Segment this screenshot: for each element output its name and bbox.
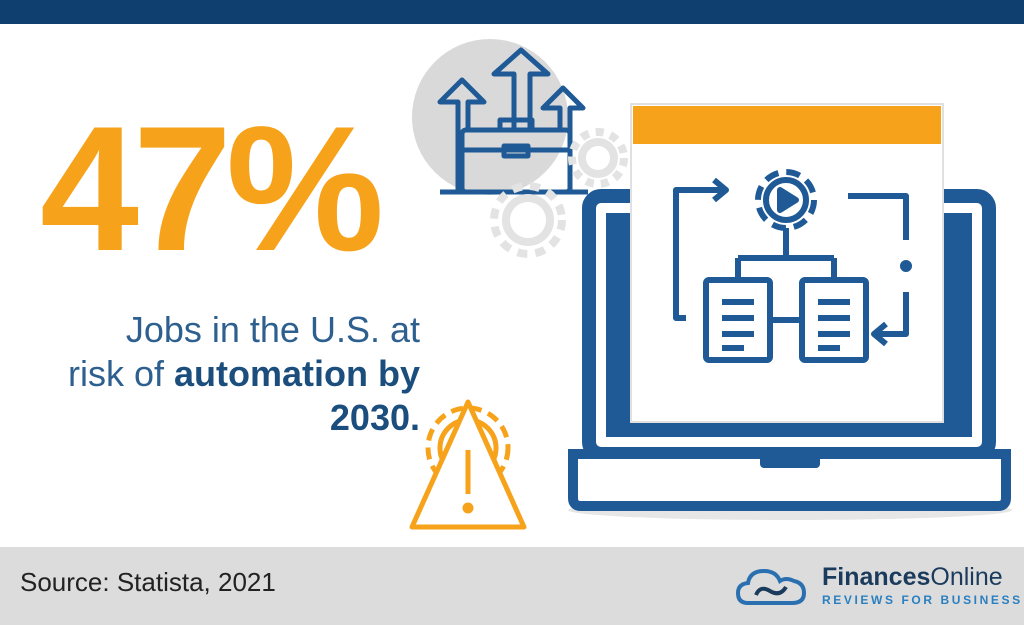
warning-gear-icon — [409, 399, 527, 530]
stat-description: Jobs in the U.S. at risk of automation b… — [20, 308, 420, 440]
source-text: Source: Statista, 2021 — [20, 567, 276, 597]
cloud-logo-icon — [736, 568, 807, 605]
desc-line3-bold: 2030. — [329, 397, 420, 438]
footer-bar: Source: Statista, 2021 FinancesOnline RE… — [0, 547, 1024, 625]
brand-name-light: Online — [930, 563, 1003, 591]
desc-line1: Jobs in the U.S. at — [125, 309, 420, 350]
top-bar — [0, 0, 1024, 24]
brand-name: FinancesOnline — [822, 563, 1003, 592]
illustration — [409, 39, 1012, 530]
briefcase-arrows-icon — [412, 39, 588, 195]
stat-percentage: 47% — [40, 89, 384, 288]
brand-tagline: REVIEWS FOR BUSINESS — [822, 593, 1023, 607]
brand-logo[interactable]: FinancesOnline REVIEWS FOR BUSINESS — [736, 563, 1020, 609]
brand-name-bold: Finances — [822, 563, 931, 591]
desc-line2-prefix: risk of — [67, 353, 174, 394]
desc-line2-bold: automation by — [173, 353, 420, 394]
workflow-gear-icon — [630, 103, 944, 423]
gear-icon — [490, 128, 628, 258]
